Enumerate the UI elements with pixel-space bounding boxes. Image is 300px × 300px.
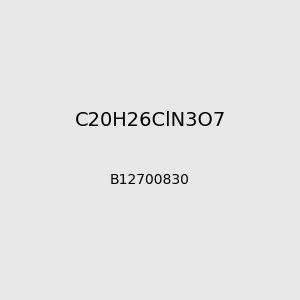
Text: C20H26ClN3O7: C20H26ClN3O7	[74, 110, 226, 130]
Text: B12700830: B12700830	[110, 173, 190, 187]
